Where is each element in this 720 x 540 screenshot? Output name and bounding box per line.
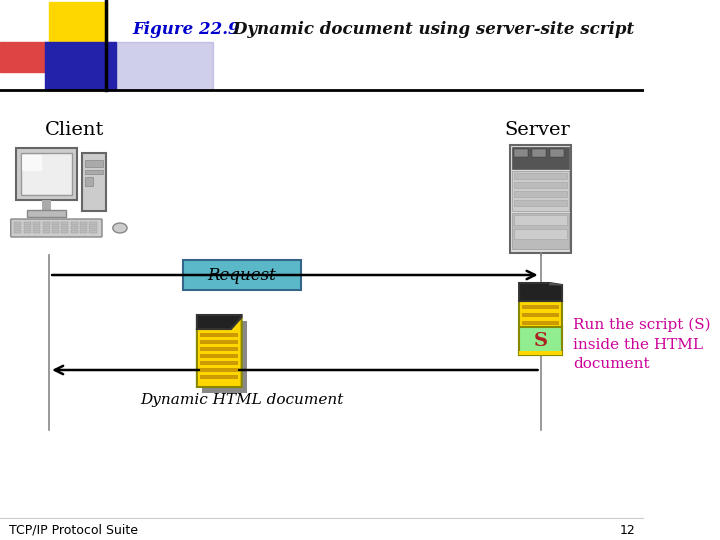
Bar xyxy=(82,153,106,211)
Bar xyxy=(85,177,93,186)
Bar xyxy=(52,222,59,225)
Bar xyxy=(513,182,567,188)
Bar xyxy=(71,222,78,225)
Bar xyxy=(27,210,66,217)
Bar xyxy=(24,226,31,229)
Bar xyxy=(24,222,31,225)
Bar xyxy=(522,321,559,325)
Bar xyxy=(33,226,40,229)
Text: Dynamic document using server-site script: Dynamic document using server-site scrip… xyxy=(210,22,634,38)
Bar xyxy=(33,222,40,225)
FancyBboxPatch shape xyxy=(22,155,42,171)
Polygon shape xyxy=(519,283,562,301)
Bar xyxy=(200,361,238,365)
Text: TCP/IP Protocol Suite: TCP/IP Protocol Suite xyxy=(9,523,138,537)
Bar xyxy=(42,226,50,229)
Bar xyxy=(0,42,54,72)
Bar xyxy=(14,230,22,233)
Bar xyxy=(519,301,562,355)
Bar xyxy=(42,222,50,225)
Bar xyxy=(200,368,238,372)
Bar xyxy=(519,351,562,355)
Bar xyxy=(85,160,103,167)
Text: 12: 12 xyxy=(620,523,636,537)
Bar xyxy=(513,215,567,225)
Bar xyxy=(200,347,238,351)
Bar xyxy=(61,226,68,229)
Bar xyxy=(45,42,117,90)
Bar xyxy=(512,213,570,249)
Text: Run the script (S)
inside the HTML
document: Run the script (S) inside the HTML docum… xyxy=(573,318,711,372)
Bar xyxy=(549,149,564,157)
Bar xyxy=(531,149,546,157)
Bar xyxy=(513,200,567,206)
Polygon shape xyxy=(197,315,242,329)
Bar xyxy=(80,226,87,229)
Bar xyxy=(52,230,59,233)
Bar xyxy=(522,313,559,317)
Bar xyxy=(513,149,528,157)
Bar xyxy=(522,337,559,341)
Bar xyxy=(512,147,570,169)
Text: Request: Request xyxy=(207,267,276,284)
Bar xyxy=(513,173,567,179)
Bar xyxy=(61,222,68,225)
Bar xyxy=(200,354,238,358)
Bar xyxy=(106,42,213,90)
Bar xyxy=(80,230,87,233)
FancyBboxPatch shape xyxy=(183,260,301,290)
Bar xyxy=(200,340,238,344)
Bar xyxy=(522,305,559,309)
Bar xyxy=(21,153,73,195)
Bar xyxy=(510,145,571,253)
Bar xyxy=(200,375,238,379)
Polygon shape xyxy=(197,317,242,387)
Bar xyxy=(513,191,567,197)
Bar xyxy=(14,222,22,225)
Bar xyxy=(513,229,567,239)
Bar xyxy=(85,170,103,174)
Bar xyxy=(89,222,96,225)
Bar xyxy=(49,2,107,54)
Bar xyxy=(24,230,31,233)
Bar xyxy=(200,333,238,337)
Bar xyxy=(80,222,87,225)
Bar xyxy=(42,200,51,210)
Text: S: S xyxy=(534,332,547,350)
Text: Client: Client xyxy=(45,121,104,139)
Text: Figure 22.9: Figure 22.9 xyxy=(132,22,240,38)
Bar xyxy=(71,226,78,229)
Bar xyxy=(202,321,247,393)
Bar xyxy=(89,226,96,229)
Bar xyxy=(52,226,59,229)
Bar xyxy=(71,230,78,233)
Bar xyxy=(42,230,50,233)
Bar xyxy=(14,226,22,229)
Text: Server: Server xyxy=(504,121,570,139)
Polygon shape xyxy=(549,283,562,285)
Bar xyxy=(16,148,77,200)
Text: Dynamic HTML document: Dynamic HTML document xyxy=(140,393,343,407)
Bar xyxy=(519,327,562,355)
Bar xyxy=(89,230,96,233)
FancyBboxPatch shape xyxy=(11,219,102,237)
Ellipse shape xyxy=(113,223,127,233)
Bar xyxy=(33,230,40,233)
Bar xyxy=(522,329,559,333)
Bar xyxy=(61,230,68,233)
Bar xyxy=(512,171,570,211)
